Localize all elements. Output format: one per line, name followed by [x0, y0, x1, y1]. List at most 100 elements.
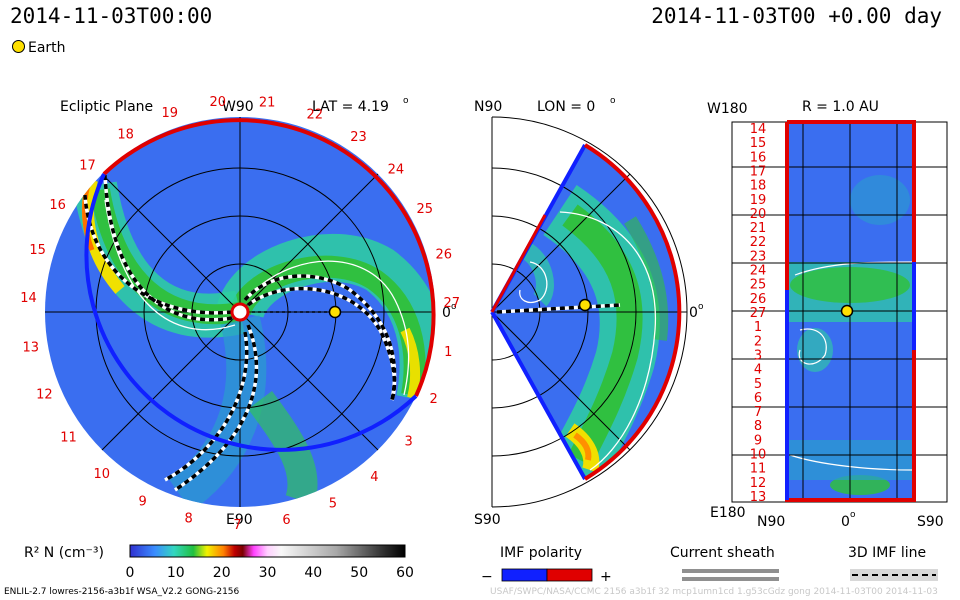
longitude-label: 5	[329, 497, 337, 512]
colorbar-gradient	[129, 544, 406, 558]
ecliptic-boundary-negative	[84, 173, 418, 452]
colorbar-tick-label: 10	[167, 565, 185, 581]
longitude-label: 1	[444, 345, 452, 360]
sun-icon	[230, 302, 250, 322]
colorbar-ticks: 0 10 20 30 40 50 60	[126, 565, 414, 581]
longitude-label: 24	[388, 162, 405, 177]
sphere-row-label: 20	[750, 207, 767, 222]
imf-positive-swatch	[546, 568, 593, 582]
sphere-row-label: 22	[750, 235, 767, 250]
sphere-n90-label: N90	[757, 514, 785, 530]
meridional-0-label: 0	[689, 305, 698, 321]
current-sheath-line-2	[682, 577, 779, 581]
svg-text:o: o	[610, 96, 616, 106]
sphere-row-label: 12	[750, 476, 767, 491]
ecliptic-w90-label: W90	[222, 99, 254, 115]
svg-text:o: o	[698, 302, 704, 312]
meridional-plane-panel: N90 LON = 0 o S90 0 o	[474, 96, 704, 528]
longitude-label: 4	[370, 470, 378, 485]
imf-line-label: 3D IMF line	[848, 545, 926, 561]
longitude-label: 14	[20, 291, 37, 306]
imf-negative-swatch	[501, 568, 548, 582]
colorbar-tick-label: 50	[350, 565, 368, 581]
sphere-row-label: 7	[754, 405, 762, 420]
ecliptic-lat-label: LAT = 4.19	[312, 99, 389, 115]
sphere-row-label: 24	[750, 264, 767, 279]
imf-polarity-legend: IMF polarity − +	[481, 545, 612, 585]
longitude-label: 16	[49, 198, 66, 213]
ecliptic-e90-label: E90	[226, 512, 253, 528]
longitude-label: 20	[210, 95, 227, 110]
time-left: 2014-11-03T00:00	[10, 4, 213, 28]
sphere-row-label: 3	[754, 349, 762, 364]
current-sheath-line-1	[682, 569, 779, 573]
longitude-label: 10	[94, 467, 111, 482]
sphere-0-label: 0	[841, 514, 850, 530]
longitude-label: 25	[417, 202, 434, 217]
sphere-row-label: 15	[750, 136, 767, 151]
sphere-row-label: 23	[750, 249, 767, 264]
longitude-label: 21	[259, 96, 276, 111]
longitude-label: 8	[185, 512, 193, 527]
sphere-row-label: 9	[754, 433, 762, 448]
colorbar-tick-label: 60	[396, 565, 414, 581]
longitude-label: 13	[23, 340, 40, 355]
longitude-label: 3	[404, 435, 412, 450]
longitude-label: 19	[162, 106, 179, 121]
imf-polarity-label: IMF polarity	[500, 545, 582, 561]
earth-marker-ecliptic	[328, 305, 342, 319]
ecliptic-boundary-positive	[102, 118, 436, 397]
earth-marker-sphere	[840, 304, 854, 318]
sphere-row-label: 1	[754, 320, 762, 335]
sphere-row-label: 18	[750, 179, 767, 194]
longitude-label: 15	[29, 243, 46, 258]
meridional-s90-label: S90	[474, 512, 501, 528]
sphere-row-label: 4	[754, 363, 762, 378]
current-sheath-legend: Current sheath	[670, 545, 779, 581]
longitude-label: 18	[117, 128, 134, 143]
svg-text:o: o	[850, 510, 856, 520]
colorbar: R² N (cm⁻³) 0 10 20 30 40 50 60	[24, 544, 414, 581]
colorbar-tick-label: 20	[213, 565, 231, 581]
earth-legend-label: Earth	[28, 40, 66, 56]
colorbar-tick-label: 30	[259, 565, 277, 581]
earth-icon	[12, 40, 25, 53]
imf-minus-label: −	[481, 569, 493, 585]
longitude-label: 9	[139, 494, 147, 509]
longitude-label: 22	[307, 108, 324, 123]
imf-line-legend: 3D IMF line	[848, 545, 938, 581]
longitude-label: 7	[233, 518, 241, 533]
sphere-row-label: 8	[754, 419, 762, 434]
footer-faint-info: USAF/SWPC/NASA/CCMC 2156 a3b1f 32 mcp1um…	[490, 587, 938, 597]
sphere-row-label: 27	[750, 306, 767, 321]
sphere-row-label: 10	[750, 448, 767, 463]
colorbar-label: R² N (cm⁻³)	[24, 545, 104, 561]
ecliptic-longitude-labels: 20 21222324252627123456789101112131415161…	[20, 95, 460, 533]
sphere-row-label: 11	[750, 462, 767, 477]
current-sheath-label: Current sheath	[670, 545, 775, 561]
longitude-label: 23	[350, 130, 367, 145]
sphere-row-label: 14	[750, 122, 767, 137]
imf-plus-label: +	[600, 569, 612, 585]
sphere-row-label: 17	[750, 165, 767, 180]
svg-text:o: o	[403, 96, 409, 106]
sphere-row-label: 21	[750, 221, 767, 236]
longitude-label: 2	[430, 392, 438, 407]
sphere-w180-label: W180	[707, 101, 748, 117]
sphere-row-label: 16	[750, 150, 767, 165]
sphere-row-label: 5	[754, 377, 762, 392]
sphere-row-label: 26	[750, 292, 767, 307]
sphere-panel: W180 R = 1.0 AU E180 N90 0 o S90 1415161…	[707, 99, 948, 530]
sphere-row-label: 6	[754, 391, 762, 406]
longitude-label: 11	[60, 431, 77, 446]
sphere-title: R = 1.0 AU	[802, 99, 879, 115]
ecliptic-plane-panel: Ecliptic Plane W90 LAT = 4.19 o E90 0 o …	[20, 95, 460, 533]
svg-text:o: o	[451, 302, 457, 312]
longitude-label: 26	[436, 248, 453, 263]
sphere-s90-label: S90	[917, 514, 944, 530]
sphere-row-label: 25	[750, 278, 767, 293]
longitude-label: 27	[444, 296, 461, 311]
longitude-label: 17	[79, 159, 96, 174]
longitude-label: 12	[36, 388, 53, 403]
